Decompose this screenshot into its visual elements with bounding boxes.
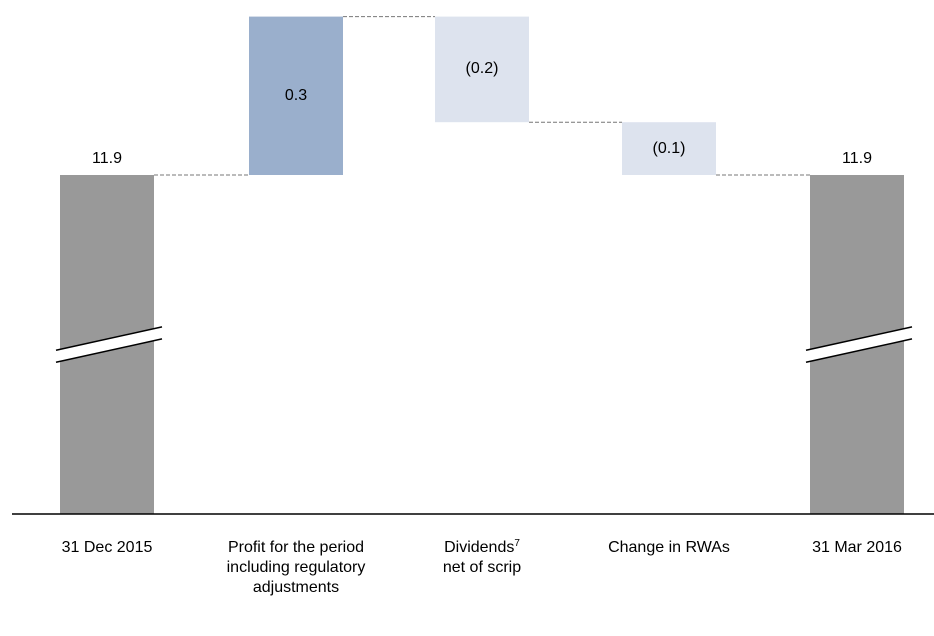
axis-break-line-0-0 xyxy=(55,326,163,351)
value-label-0: 11.9 xyxy=(92,150,122,167)
axis-break-line-0-1 xyxy=(55,338,163,363)
category-label-main: Dividends xyxy=(444,539,515,556)
category-label-0: 31 Dec 2015 xyxy=(61,539,153,556)
value-label-4: 11.9 xyxy=(842,150,872,167)
category-label-3: Change in RWAs xyxy=(608,539,730,556)
value-label-2: (0.2) xyxy=(465,60,499,78)
bar-3 xyxy=(622,122,716,175)
footnote-marker: 7 xyxy=(514,538,520,549)
axis-break-band-4 xyxy=(806,326,912,363)
axis-break-line-4-1 xyxy=(805,338,913,363)
value-label-1: 0.3 xyxy=(284,86,308,104)
bar-1 xyxy=(249,16,343,175)
category-label-2: Dividends7 net of scrip xyxy=(402,538,562,578)
bar-2 xyxy=(435,16,529,123)
axis-break-band-0 xyxy=(56,326,162,363)
category-label-1: Profit for the period including regulato… xyxy=(226,539,366,596)
value-label-3: (0.1) xyxy=(652,139,686,157)
axis-break-line-4-0 xyxy=(805,326,913,351)
category-label-4: 31 Mar 2016 xyxy=(812,539,902,556)
category-label-rest: net of scrip xyxy=(442,559,522,576)
